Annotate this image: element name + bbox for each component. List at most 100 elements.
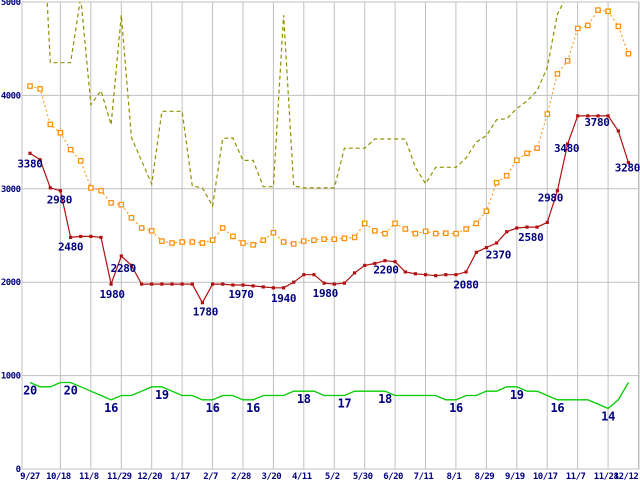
x-axis-label-11/28: 11/28 (594, 472, 619, 480)
orange-marker (128, 215, 135, 221)
red-value-label-2200: 2200 (373, 264, 398, 277)
orange-marker (209, 237, 216, 244)
red-marker (140, 282, 144, 286)
red-marker (495, 241, 499, 245)
orange-marker (412, 230, 419, 237)
count-label-19: 19 (155, 388, 169, 402)
green-count-line (29, 381, 629, 410)
red-marker (241, 283, 245, 287)
red-marker (474, 250, 478, 254)
orange-marker (47, 121, 54, 128)
red-marker (342, 281, 346, 285)
red-marker (99, 235, 103, 239)
x-axis-label-5/30: 5/30 (353, 472, 373, 480)
x-axis-label-9/27: 9/27 (20, 472, 40, 480)
red-marker (292, 280, 296, 284)
red-marker (129, 263, 133, 267)
red-value-label-1940: 1940 (271, 292, 296, 305)
red-marker (211, 282, 215, 286)
orange-marker (179, 239, 185, 245)
red-value-label-3480: 3480 (554, 142, 579, 155)
count-label-18: 18 (378, 392, 392, 406)
orange-marker (331, 236, 338, 243)
orange-marker (473, 220, 480, 227)
red-marker (596, 114, 600, 118)
red-marker (271, 286, 275, 290)
y-axis-label-1000: 1000 (1, 372, 21, 382)
x-axis-label-11/8: 11/8 (79, 472, 99, 480)
count-label-20: 20 (64, 384, 78, 398)
orange-marker (98, 187, 104, 194)
count-label-19: 19 (510, 388, 524, 402)
orange-marker (189, 239, 196, 245)
red-value-label-1970: 1970 (228, 288, 253, 301)
x-axis-label-10/17: 10/17 (533, 472, 558, 480)
y-axis-label-3000: 3000 (1, 185, 21, 195)
red-marker (160, 282, 164, 286)
orange-marker (351, 234, 358, 241)
red-marker (444, 273, 448, 277)
red-marker (58, 189, 62, 193)
red-marker (424, 273, 428, 277)
olive-dashed-line (46, 2, 565, 208)
orange-marker (148, 228, 155, 234)
red-marker (383, 259, 387, 263)
red-value-label-2480: 2480 (58, 240, 83, 253)
red-marker (332, 282, 336, 286)
orange-marker (159, 238, 165, 244)
red-marker (616, 129, 620, 133)
orange-marker (57, 130, 64, 136)
count-label-20: 20 (23, 384, 37, 398)
red-marker (38, 158, 42, 162)
orange-marker (240, 240, 246, 246)
orange-marker (615, 23, 622, 30)
red-value-label-2280: 2280 (111, 262, 136, 275)
orange-marker (402, 226, 409, 232)
red-marker (119, 254, 123, 258)
red-marker (606, 114, 610, 118)
red-marker (434, 274, 438, 278)
red-value-label-1980: 1980 (313, 287, 338, 300)
orange-marker (280, 239, 287, 245)
red-marker (190, 282, 194, 286)
x-axis-label-9/19: 9/19 (505, 472, 525, 480)
orange-marker (118, 201, 125, 208)
red-marker (393, 260, 397, 264)
red-marker (484, 246, 488, 250)
x-axis-label-1/17: 1/17 (170, 472, 190, 480)
x-axis-label-5/2: 5/2 (325, 472, 340, 480)
x-axis-label-10/18: 10/18 (46, 472, 71, 480)
red-value-label-2980: 2980 (538, 192, 563, 205)
orange-marker (574, 25, 581, 32)
red-marker (69, 235, 73, 239)
x-axis-label-4/11: 4/11 (292, 472, 312, 480)
orange-marker (230, 233, 236, 240)
red-value-label-2080: 2080 (453, 279, 478, 292)
red-marker (322, 281, 326, 285)
red-marker (312, 273, 316, 277)
red-value-label-2370: 2370 (486, 249, 511, 262)
orange-marker (554, 71, 561, 77)
red-marker (28, 151, 32, 155)
x-axis-label-7/11: 7/11 (414, 472, 434, 480)
orange-marker (432, 230, 439, 237)
red-value-label-1780: 1780 (193, 306, 218, 319)
count-label-17: 17 (337, 397, 351, 411)
x-axis-label-11/29: 11/29 (107, 472, 132, 480)
orange-marker (321, 236, 327, 243)
red-marker (373, 261, 377, 266)
orange-marker (361, 220, 368, 227)
red-marker (576, 114, 580, 118)
orange-marker (270, 229, 277, 236)
red-marker (150, 282, 154, 286)
x-axis-label-8/29: 8/29 (475, 472, 495, 480)
red-marker (505, 230, 509, 234)
orange-marker (493, 179, 500, 186)
orange-marker (392, 220, 398, 227)
orange-marker (88, 185, 94, 191)
y-axis-label-0: 0 (16, 465, 21, 475)
orange-marker (595, 7, 601, 13)
